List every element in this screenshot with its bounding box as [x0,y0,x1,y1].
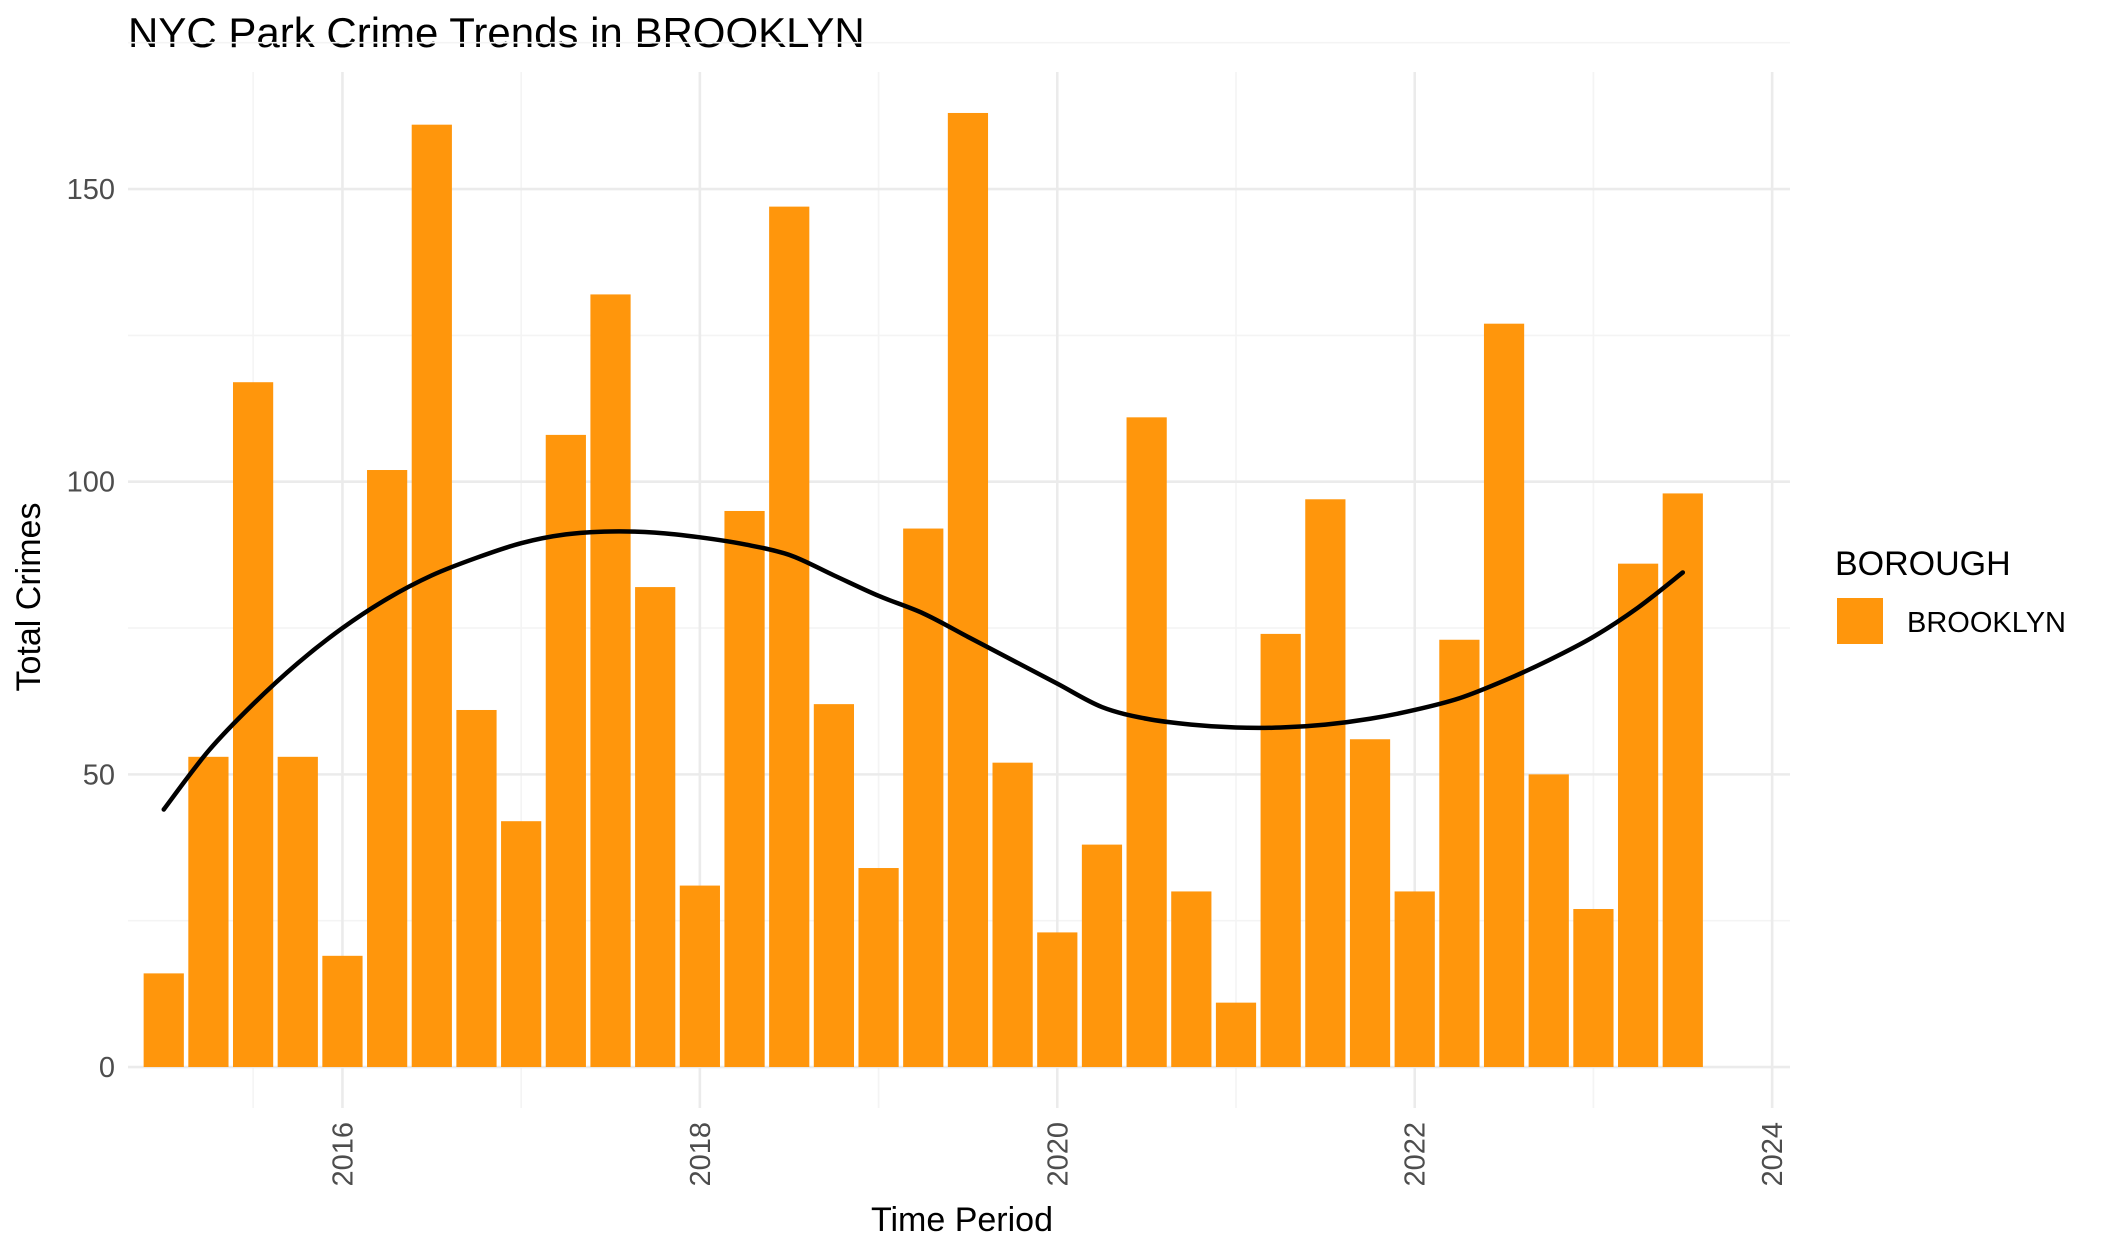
bar-2017-q2 [545,434,586,1068]
bar-2015-q3 [232,382,274,1068]
bar-2022-q1 [1394,891,1435,1068]
bar-2016-q1 [322,955,363,1068]
smooth-line-path [161,529,1686,812]
x-tick-label: 2020 [1042,1122,1074,1187]
bar-2017-q3 [590,294,631,1068]
bar-2015-q4 [277,756,318,1068]
y-tick-label: 100 [67,467,115,499]
bar-2022-q4 [1528,774,1569,1068]
bar-2019-q1 [858,868,899,1068]
x-tick-label: 2018 [685,1122,717,1187]
bar-2020-q4 [1171,891,1212,1068]
bar-2021-q1 [1215,1002,1257,1068]
bar-2018-q1 [679,885,720,1068]
smooth-trend-line [161,529,1686,812]
bar-2016-q3 [411,124,452,1068]
legend-key-brooklyn [1837,598,1883,644]
bar-2018-q3 [769,206,810,1068]
y-axis-ticks: 0 50 100 150 [67,174,115,1084]
bar-2019-q3 [947,112,989,1068]
bar-2016-q4 [456,709,497,1068]
bar-2019-q4 [992,762,1033,1068]
bar-2022-q2 [1439,639,1480,1068]
bar-2022-q3 [1483,323,1525,1068]
y-axis-title: Total Crimes [10,503,48,692]
bar-2020-q3 [1126,417,1167,1068]
bar-2017-q4 [635,587,676,1068]
bar-2023-q1 [1573,908,1614,1068]
bar-2018-q2 [724,510,765,1068]
y-tick-label: 0 [99,1052,115,1084]
bar-2021-q2 [1260,633,1301,1068]
bar-2015-q1 [143,973,184,1068]
legend-label-brooklyn: BROOKLYN [1907,607,2066,639]
bar-2017-q1 [501,821,542,1068]
bar-2020-q1 [1037,932,1078,1068]
legend-title: BOROUGH [1835,545,2011,583]
x-tick-label: 2016 [327,1122,359,1187]
legend: BOROUGH BROOKLYN [1835,545,2066,644]
bar-2020-q2 [1081,844,1123,1068]
bar-2021-q4 [1349,739,1391,1068]
bar-2016-q2 [367,470,408,1068]
x-tick-label: 2024 [1757,1122,1789,1187]
bar-2015-q2 [188,756,229,1068]
bar-2021-q3 [1305,499,1346,1068]
bar-series [143,112,1703,1068]
chart-title: NYC Park Crime Trends in BROOKLYN [128,9,865,56]
bar-2023-q3 [1662,493,1703,1068]
x-axis-title: Time Period [871,1201,1053,1239]
bar-2018-q4 [813,704,855,1068]
bar-2023-q2 [1617,563,1659,1068]
y-tick-label: 150 [67,174,115,206]
y-tick-label: 50 [83,759,115,791]
x-tick-label: 2022 [1400,1122,1432,1187]
x-axis-ticks: 2016 2018 2020 2022 2024 [327,1122,1789,1187]
